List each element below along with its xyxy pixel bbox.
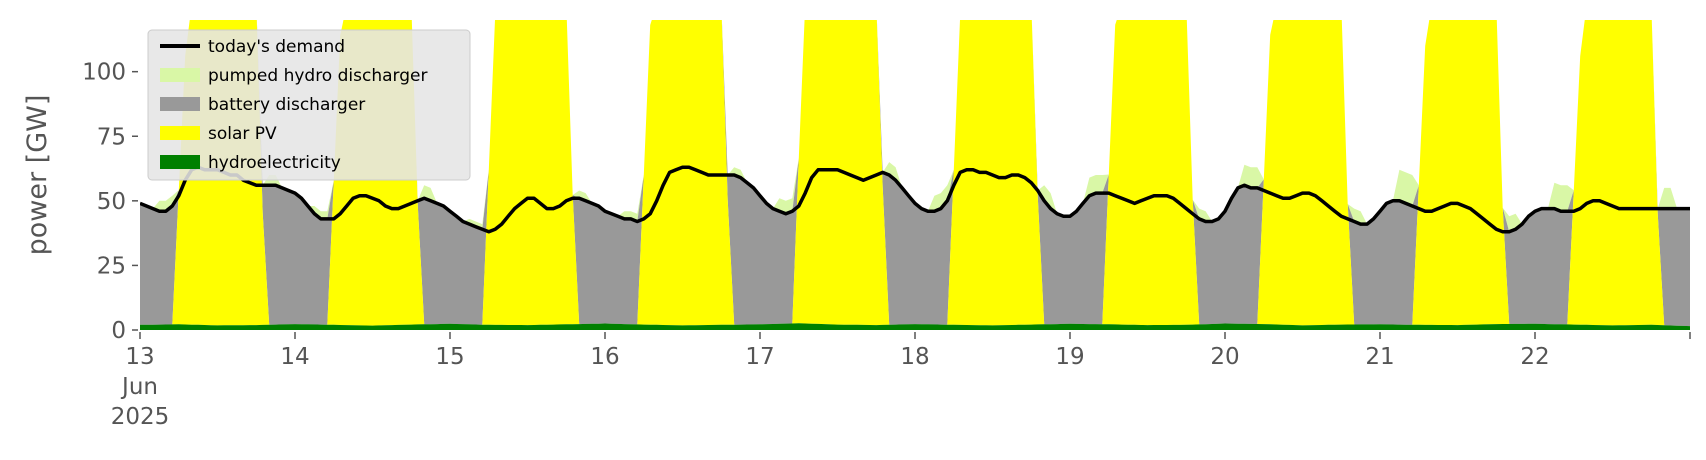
legend-label: today's demand: [208, 37, 345, 57]
legend-label: hydroelectricity: [208, 153, 341, 173]
area-hydroelectricity: [140, 323, 1690, 330]
y-tick-label: 100: [82, 60, 126, 86]
x-tick-label: 17: [745, 344, 774, 370]
x-tick-label: 22: [1520, 344, 1549, 370]
legend-swatch: [160, 68, 200, 82]
x-tick-label: 21: [1365, 344, 1394, 370]
legend-swatch: [160, 97, 200, 111]
legend-swatch: [160, 126, 200, 140]
plot-area: [140, 20, 1690, 330]
line-todays-demand: [140, 165, 1690, 234]
x-tick-label: 16: [590, 344, 619, 370]
axes: 0 25 50 75 100 13 Jun 2025 14 15 16 17 18 19 20 21 22: [82, 60, 1691, 430]
y-tick-label: 50: [97, 189, 126, 215]
x-tick-label: 19: [1055, 344, 1084, 370]
y-tick-label: 0: [111, 318, 126, 344]
x-tick-label: 14: [280, 344, 309, 370]
y-axis-title: power [GW]: [22, 95, 53, 256]
area-battery-discharger: [140, 20, 1690, 327]
x-tick-label: 20: [1210, 344, 1239, 370]
legend-label: battery discharger: [208, 95, 365, 115]
legend: today's demand pumped hydro discharger bat…: [147, 29, 471, 181]
y-tick-label: 25: [97, 253, 126, 279]
legend-swatch: [160, 155, 200, 169]
y-tick-label: 75: [97, 124, 126, 150]
x-tick-label: 15: [435, 344, 464, 370]
legend-label: pumped hydro discharger: [208, 66, 427, 86]
x-tick-label: 13 Jun 2025: [111, 344, 170, 430]
legend-box: [147, 29, 471, 181]
area-solar-pv: [140, 20, 1690, 327]
x-tick-label: 18: [900, 344, 929, 370]
legend-label: solar PV: [208, 124, 277, 144]
